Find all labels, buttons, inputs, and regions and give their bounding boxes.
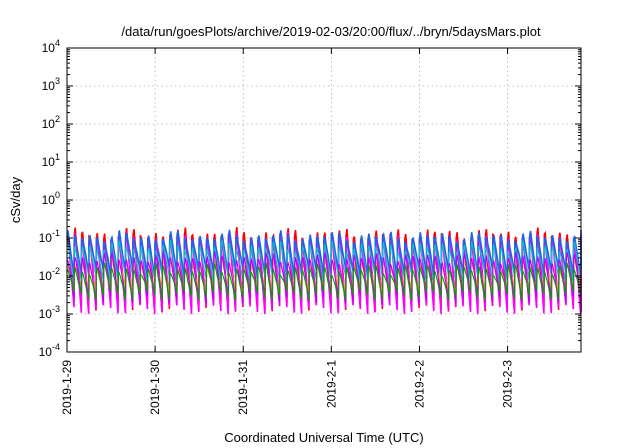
x-tick-label: 2019-2-1 bbox=[324, 360, 338, 408]
x-tick-label: 2019-2-3 bbox=[501, 360, 515, 408]
y-tick-label: 100 bbox=[42, 190, 60, 207]
y-tick-label: 101 bbox=[42, 152, 60, 169]
x-tick-label: 2019-1-30 bbox=[148, 360, 162, 415]
chart-title: /data/run/goesPlots/archive/2019-02-03/2… bbox=[121, 24, 541, 39]
y-tick-label: 103 bbox=[42, 76, 60, 93]
y-tick-label: 10-3 bbox=[39, 304, 60, 321]
axis-ticks: 10-4 10-3 10-2 10-1 100 101 102 103 104 2019-1-29… bbox=[39, 38, 581, 415]
y-tick-label: 104 bbox=[42, 38, 60, 55]
x-tick-label: 2019-1-31 bbox=[236, 360, 250, 415]
plot-area bbox=[66, 227, 582, 315]
series-line bbox=[66, 262, 582, 301]
x-axis-label: Coordinated Universal Time (UTC) bbox=[224, 430, 423, 445]
y-tick-label: 102 bbox=[42, 114, 60, 131]
y-axis-label: cSv/day bbox=[8, 176, 23, 223]
x-tick-label: 2019-1-29 bbox=[60, 360, 74, 415]
y-tick-label: 10-1 bbox=[39, 228, 60, 245]
x-tick-label: 2019-2-2 bbox=[412, 360, 426, 408]
y-tick-label: 10-2 bbox=[39, 266, 60, 283]
y-tick-label: 10-4 bbox=[39, 342, 60, 359]
